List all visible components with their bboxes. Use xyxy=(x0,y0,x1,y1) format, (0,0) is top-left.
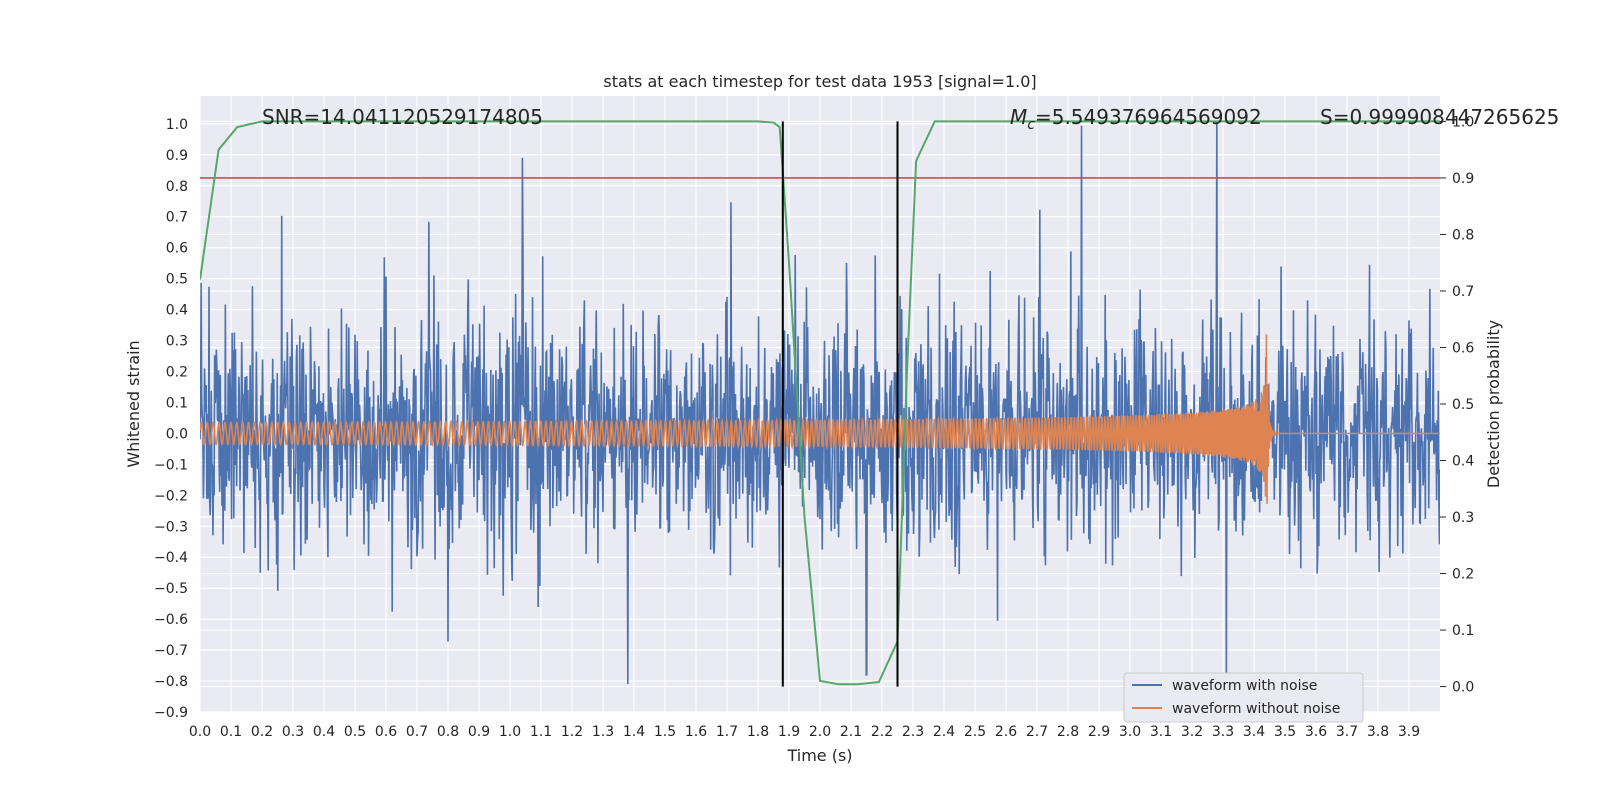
snr-annotation: SNR=14.041120529174805 xyxy=(262,105,543,129)
y-tick-label-left: 0.2 xyxy=(166,364,188,380)
x-tick-label: 3.8 xyxy=(1367,724,1389,740)
y-axis-label-right: Detection probability xyxy=(1484,320,1503,488)
y-tick-label-right: 0.0 xyxy=(1452,680,1474,696)
x-tick-label: 3.9 xyxy=(1398,724,1420,740)
x-tick-label: 2.5 xyxy=(964,724,986,740)
y-tick-label-left: −0.1 xyxy=(154,457,188,473)
y-tick-label-left: −0.6 xyxy=(154,612,188,628)
plot-area xyxy=(200,120,1440,687)
x-tick-label: 0.2 xyxy=(251,724,273,740)
x-tick-label: 0.3 xyxy=(282,724,304,740)
x-tick-label: 1.4 xyxy=(623,724,645,740)
x-tick-label: 1.8 xyxy=(747,724,769,740)
x-tick-label: 1.6 xyxy=(685,724,707,740)
legend: waveform with noise waveform without noi… xyxy=(1123,672,1364,723)
x-tick-label: 2.7 xyxy=(1026,724,1048,740)
x-tick-label: 1.1 xyxy=(530,724,552,740)
y-tick-label-left: 0.9 xyxy=(166,148,188,164)
x-tick-label: 0.6 xyxy=(375,724,397,740)
y-tick-label-left: 1.0 xyxy=(166,117,188,133)
x-tick-label: 1.7 xyxy=(716,724,738,740)
x-tick-label: 0.8 xyxy=(437,724,459,740)
series-detection-probability xyxy=(200,120,1440,686)
y-tick-label-right: 0.8 xyxy=(1452,227,1474,243)
y-tick-label-left: 0.6 xyxy=(166,241,188,257)
x-tick-label: 3.5 xyxy=(1274,724,1296,740)
x-tick-label: 0.5 xyxy=(344,724,366,740)
y-tick-label-right: 0.2 xyxy=(1452,567,1474,583)
axes: 0.0 0.1 0.2 0.3 0.4 0.5 0.6 0.7 0.8 0.9 1.0 1.1 1.2 1… xyxy=(154,114,1474,740)
x-tick-label: 2.9 xyxy=(1088,724,1110,740)
y-tick-label-left: 0.3 xyxy=(166,334,188,350)
y-tick-label-right: 1.0 xyxy=(1452,114,1474,130)
x-tick-label: 0.9 xyxy=(468,724,490,740)
legend-box xyxy=(1123,672,1364,723)
x-tick-label: 0.4 xyxy=(313,724,335,740)
y-tick-label-left: 0.8 xyxy=(166,179,188,195)
y-tick-label-left: −0.5 xyxy=(154,581,188,597)
x-tick-label: 3.4 xyxy=(1243,724,1265,740)
x-tick-label: 2.2 xyxy=(871,724,893,740)
x-tick-label: 0.7 xyxy=(406,724,428,740)
x-tick-label: 2.4 xyxy=(933,724,955,740)
x-tick-label: 3.3 xyxy=(1212,724,1234,740)
x-tick-label: 3.7 xyxy=(1336,724,1358,740)
x-tick-label: 3.6 xyxy=(1305,724,1327,740)
y-tick-label-left: 0.5 xyxy=(166,272,188,288)
chart-title: stats at each timestep for test data 195… xyxy=(603,72,1036,91)
y-tick-label-left: 0.1 xyxy=(166,395,188,411)
x-tick-label: 1.9 xyxy=(778,724,800,740)
y-tick-label-right: 0.9 xyxy=(1452,171,1474,187)
y-tick-label-left: −0.7 xyxy=(154,643,188,659)
y-tick-label-left: −0.3 xyxy=(154,519,188,535)
x-axis-label: Time (s) xyxy=(786,746,852,765)
y-tick-label-right: 0.6 xyxy=(1452,340,1474,356)
legend-label-clean: waveform without noise xyxy=(1172,701,1340,717)
legend-label-noisy: waveform with noise xyxy=(1172,678,1317,694)
y-tick-label-right: 0.7 xyxy=(1452,284,1474,300)
y-tick-label-right: 0.5 xyxy=(1452,397,1474,413)
x-tick-label: 0.1 xyxy=(220,724,242,740)
y-tick-label-left: −0.2 xyxy=(154,488,188,504)
y-tick-label-right: 0.3 xyxy=(1452,510,1474,526)
x-tick-label: 3.1 xyxy=(1150,724,1172,740)
x-tick-label: 3.0 xyxy=(1119,724,1141,740)
y-tick-label-left: −0.8 xyxy=(154,674,188,690)
y-tick-label-left: −0.9 xyxy=(154,705,188,721)
x-tick-label: 2.1 xyxy=(840,724,862,740)
y-tick-label-right: 0.1 xyxy=(1452,623,1474,639)
x-tick-label: 2.6 xyxy=(995,724,1017,740)
y-tick-label-right: 0.4 xyxy=(1452,454,1474,470)
y-tick-label-left: 0.7 xyxy=(166,210,188,226)
x-tick-label: 1.5 xyxy=(654,724,676,740)
mc-annotation: Mc=5.549376964569092 xyxy=(1010,105,1262,133)
y-tick-label-left: 0.4 xyxy=(166,303,188,319)
y-tick-label-left: −0.4 xyxy=(154,550,188,566)
x-tick-label: 1.2 xyxy=(561,724,583,740)
x-tick-label: 1.0 xyxy=(499,724,521,740)
x-tick-label: 2.8 xyxy=(1057,724,1079,740)
y-tick-label-left: 0.0 xyxy=(166,426,188,442)
x-tick-label: 3.2 xyxy=(1181,724,1203,740)
x-tick-label: 0.0 xyxy=(189,724,211,740)
series-waveform-without-noise xyxy=(200,334,1440,504)
x-tick-label: 1.3 xyxy=(592,724,614,740)
y-axis-label-left: Whitened strain xyxy=(124,340,143,467)
s-annotation: S=0.999908447265625 xyxy=(1320,105,1559,129)
x-tick-label: 2.0 xyxy=(809,724,831,740)
x-tick-label: 2.3 xyxy=(902,724,924,740)
